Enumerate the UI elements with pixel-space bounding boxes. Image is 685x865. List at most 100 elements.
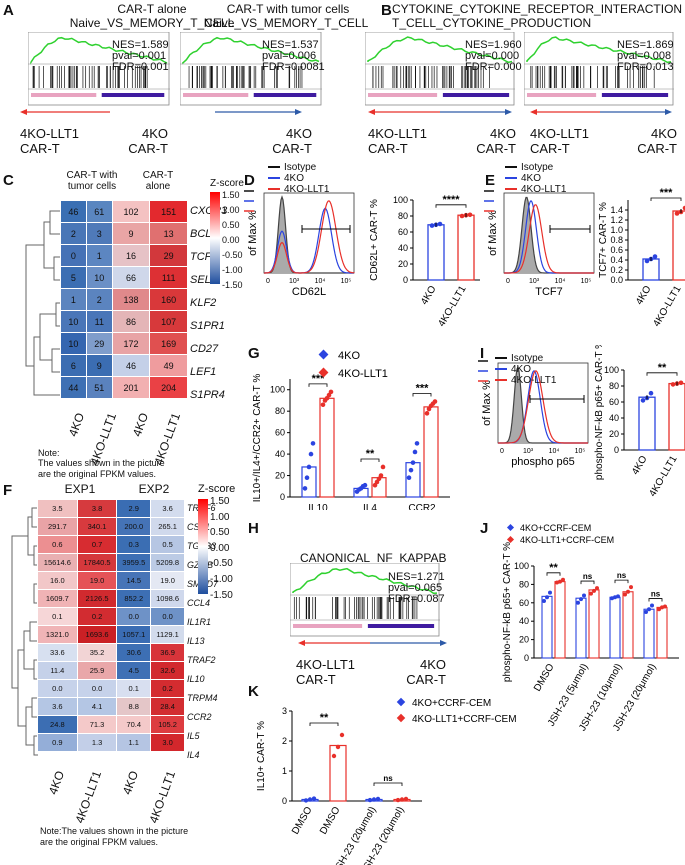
- heatmap-cell: 35.2: [76, 643, 118, 662]
- data-point: [308, 451, 314, 457]
- heatmap-cell: 102: [111, 200, 151, 223]
- legend-label: 4KO-LLT1+CCRF-CEM: [412, 714, 517, 725]
- gsea-stat: FDR=0.001: [112, 61, 169, 73]
- heatmap-cell: 10: [85, 266, 113, 289]
- heatmap-cell: 3.6: [150, 499, 185, 518]
- heatmap-cell: 200.0: [116, 517, 152, 536]
- x-tick-label: 4KO-LLT1: [647, 454, 679, 499]
- gsea-plot-a1: [28, 32, 170, 106]
- y-tick-label: 1.0: [610, 225, 623, 235]
- significance-label: ***: [416, 383, 430, 395]
- colorbar-tick: 0.00: [222, 235, 240, 245]
- gene-label: S1PR1: [190, 320, 225, 332]
- data-point: [399, 797, 405, 802]
- heatmap-cell: 265.1: [150, 517, 185, 536]
- y-tick-label: 40: [398, 243, 408, 253]
- legend-item: Isotype: [495, 354, 543, 364]
- heatmap-c-note: The values shown in the picture are the …: [38, 458, 165, 479]
- significance-bracket: [308, 383, 328, 387]
- bar: [668, 382, 685, 451]
- heatmap-cell: 44: [60, 376, 87, 399]
- y-tick-label: 60: [275, 428, 285, 438]
- significance-label: ns: [383, 774, 393, 783]
- y-tick-label: 80: [398, 211, 408, 221]
- x-tick-label: DMSO: [532, 662, 557, 694]
- heatmap-cell: 0.2: [150, 679, 185, 698]
- y-tick-label: 100: [514, 561, 529, 571]
- gsea-plot-b1: [365, 32, 515, 106]
- bar-chart-g: 0 20 40 60 80 100 IL10+/IL4+/CCR2+ CAR-T % IL10…: [252, 349, 450, 510]
- bar: [672, 210, 685, 281]
- heatmap-cell: 0.2: [76, 607, 118, 626]
- significance-bracket: [650, 197, 682, 201]
- data-point: [657, 607, 661, 612]
- flow-histogram-e: 0 10³ 10⁴ 10⁵ TCF7 of Max %: [484, 190, 595, 298]
- heatmap-f-note: Note:The values shown in the picture are…: [40, 826, 189, 847]
- gene-label: TRPM4: [187, 693, 218, 703]
- heatmap-cell: 8.8: [116, 697, 152, 716]
- data-point: [595, 586, 599, 591]
- legend-item: 4KO-LLT1: [495, 376, 556, 386]
- data-point: [555, 580, 559, 585]
- data-point: [371, 797, 377, 802]
- data-point: [459, 213, 465, 219]
- heatmap-row: 3.5 3.8 2.9 3.6: [37, 499, 185, 518]
- legend-marker: [506, 523, 515, 532]
- heatmap-cell: 852.2: [116, 589, 152, 608]
- x-tick-label: 10³: [529, 278, 540, 285]
- y-tick-label: 0: [280, 492, 285, 502]
- heatmap-cell: 28.4: [150, 697, 185, 716]
- heatmap-row: 2 3 9 13: [60, 222, 188, 245]
- arrow-pair-h: [298, 640, 447, 646]
- heatmap-cell: 4.5: [116, 661, 152, 680]
- colorbar-tick: 0.50: [210, 527, 230, 539]
- data-point: [412, 449, 418, 455]
- legend-label: Isotype: [284, 162, 317, 173]
- ko-histogram: [264, 207, 354, 274]
- y-tick-label: 100: [604, 365, 619, 375]
- data-point: [652, 254, 658, 259]
- heatmap-row: 0.0 0.0 0.1 0.2: [37, 679, 185, 698]
- legend-swatch: [268, 188, 280, 191]
- heatmap-cell: 24.8: [37, 715, 78, 734]
- data-point: [660, 605, 664, 610]
- data-point: [406, 475, 412, 480]
- y-tick-label: 20: [398, 259, 408, 269]
- panel-label-f: F: [3, 482, 13, 499]
- y-axis-label: phospho-NF-kB p65+ CAR-T %: [594, 345, 605, 480]
- significance-bracket: [648, 598, 663, 602]
- gsea-b1-stats: NES=1.960 pval=0.000 FDR=0.000: [465, 40, 522, 73]
- y-tick-label: 0: [614, 445, 619, 455]
- gsea-plot-h: [290, 563, 440, 637]
- heatmap-cell: 1098.6: [150, 589, 185, 608]
- heatmap-cell: 204: [149, 376, 188, 399]
- gsea-stat: NES=1.271: [388, 571, 445, 583]
- data-point: [644, 258, 650, 264]
- heatmap-row: 11.4 25.9 4.5 32.6: [37, 661, 185, 680]
- data-point: [408, 467, 414, 473]
- x-tick-label: 10⁵: [341, 278, 352, 285]
- heatmap-cell: 291.7: [37, 517, 78, 536]
- heatmap-cell: 33.6: [37, 643, 78, 662]
- gsea-b-title1: CYTOKINE_CYTOKINE_RECEPTOR_INTERACTION: [392, 2, 683, 16]
- legend-swatch: [505, 166, 517, 169]
- y-tick-label: 20: [519, 635, 529, 645]
- heatmap-c-group-2: CAR-T alone: [142, 170, 174, 192]
- x-tick-label: 0: [506, 278, 510, 285]
- heatmap-c-colorbar: [210, 192, 220, 284]
- bar: [656, 606, 668, 659]
- heatmap-row: 6 9 46 49: [60, 354, 188, 377]
- heatmap-row: 10 29 172 169: [60, 332, 188, 355]
- panel-label-e: E: [485, 172, 496, 189]
- heatmap-cell: 0.6: [37, 535, 78, 554]
- gene-label: CCR2: [187, 712, 212, 722]
- enrichment-curve: [182, 36, 320, 65]
- data-point: [467, 212, 473, 218]
- heatmap-f-group-1: EXP1: [64, 482, 96, 496]
- rank-bar-positive: [183, 93, 249, 97]
- heatmap-cell: 51: [85, 376, 113, 399]
- heatmap-cell: 0: [60, 244, 87, 267]
- heatmap-cell: 61: [85, 200, 113, 223]
- heatmap-cell: 4.1: [76, 697, 118, 716]
